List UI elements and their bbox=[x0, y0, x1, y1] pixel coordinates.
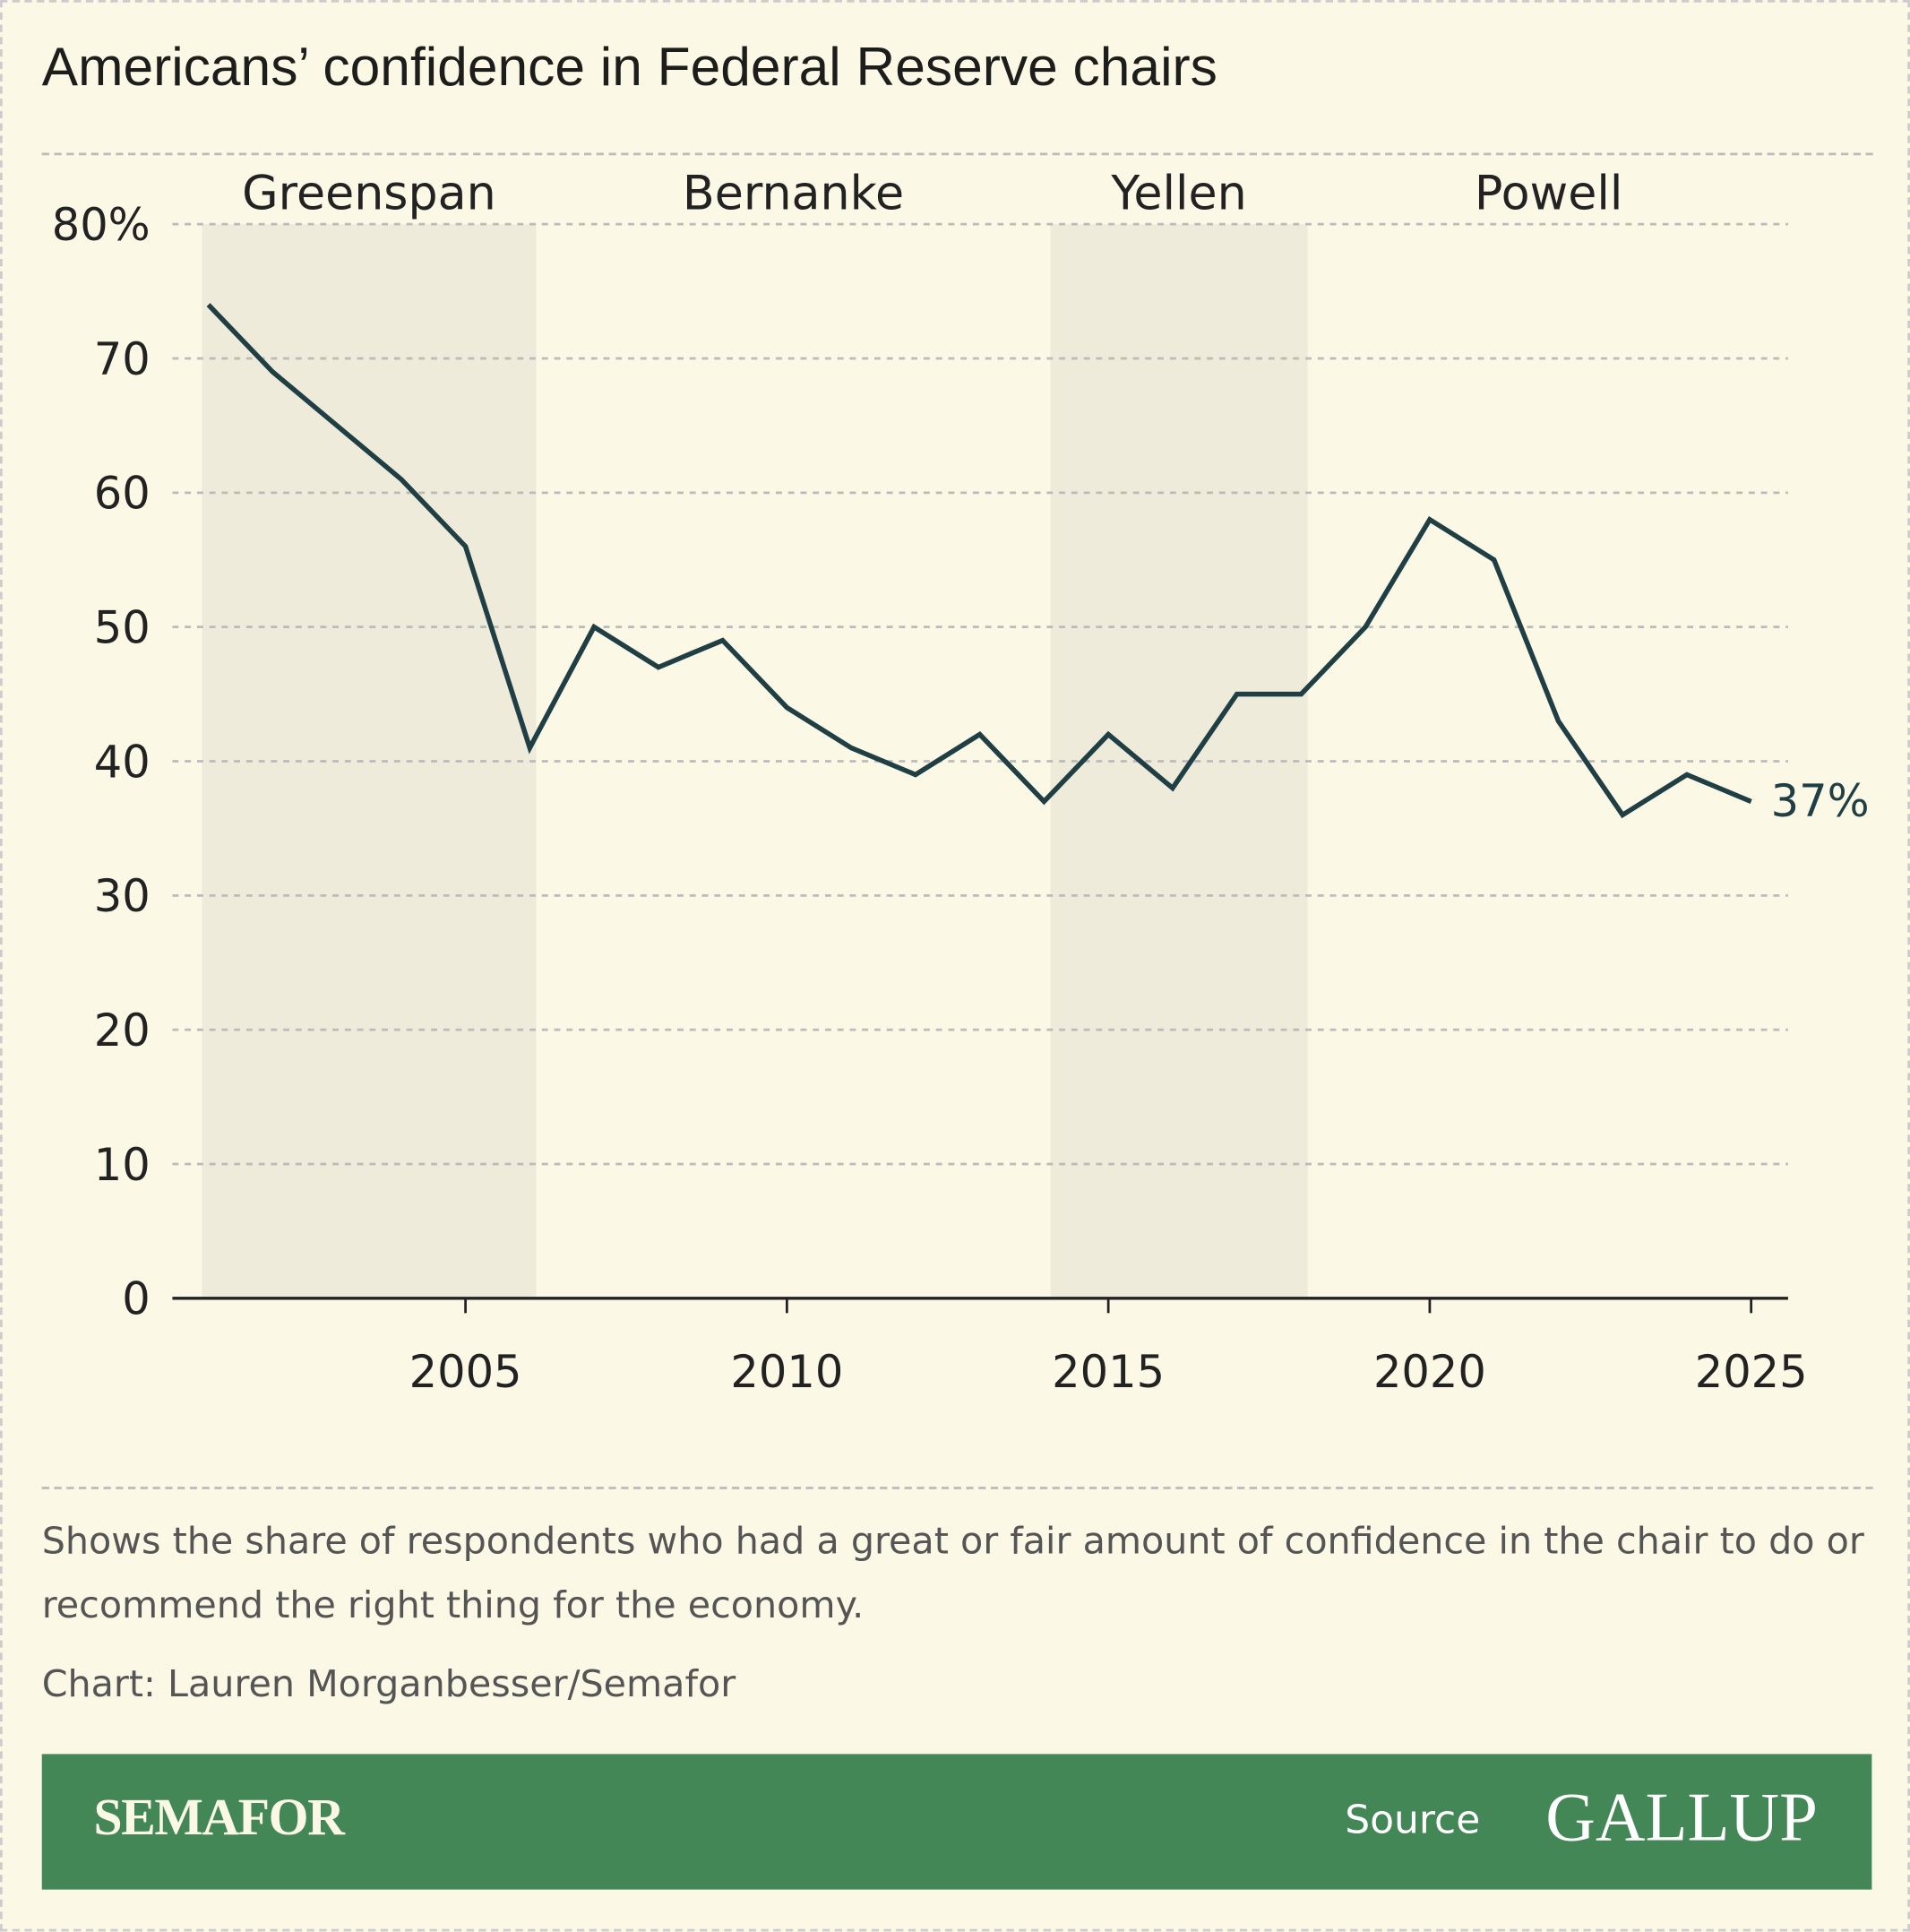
y-tick-label: 20 bbox=[94, 1005, 151, 1057]
x-tick-label: 2015 bbox=[1052, 1346, 1165, 1398]
line-chart: Greenspan Bernanke Yellen Powell 0 10 20 30 40 50… bbox=[52, 168, 1870, 1398]
x-tick-label: 2025 bbox=[1695, 1346, 1808, 1398]
period-shade bbox=[1050, 224, 1308, 1298]
x-tick-label: 2005 bbox=[409, 1346, 522, 1398]
y-tick-label: 10 bbox=[94, 1139, 151, 1191]
y-tick-label: 40 bbox=[94, 736, 151, 788]
x-tick-label: 2020 bbox=[1373, 1346, 1486, 1398]
period-label: Powell bbox=[1475, 168, 1622, 221]
footer-bar: SEMAFOR Source GALLUP bbox=[41, 1754, 1872, 1890]
y-tick-label: 60 bbox=[94, 468, 151, 520]
gallup-logo: GALLUP bbox=[1545, 1780, 1818, 1857]
period-label: Yellen bbox=[1110, 168, 1246, 221]
period-label: Greenspan bbox=[242, 168, 496, 221]
period-label: Bernanke bbox=[683, 168, 904, 221]
x-tick-label: 2010 bbox=[730, 1346, 843, 1398]
chart-title: Americans’ confidence in Federal Reserve… bbox=[41, 37, 1217, 98]
y-tick-label: 70 bbox=[94, 333, 151, 385]
end-value-label: 37% bbox=[1771, 775, 1870, 827]
divider bbox=[41, 1487, 1873, 1489]
chart-note: Shows the share of respondents who had a… bbox=[41, 1520, 1864, 1627]
semafor-logo: SEMAFOR bbox=[93, 1790, 344, 1847]
divider bbox=[41, 152, 1873, 156]
y-tick-label: 80% bbox=[52, 199, 151, 251]
y-tick-label: 50 bbox=[94, 602, 151, 654]
source-label: Source bbox=[1345, 1796, 1481, 1843]
y-tick-label: 0 bbox=[122, 1273, 150, 1325]
y-tick-label: 30 bbox=[94, 870, 151, 922]
chart-credit: Chart: Lauren Morganbesser/Semafor bbox=[41, 1662, 736, 1706]
